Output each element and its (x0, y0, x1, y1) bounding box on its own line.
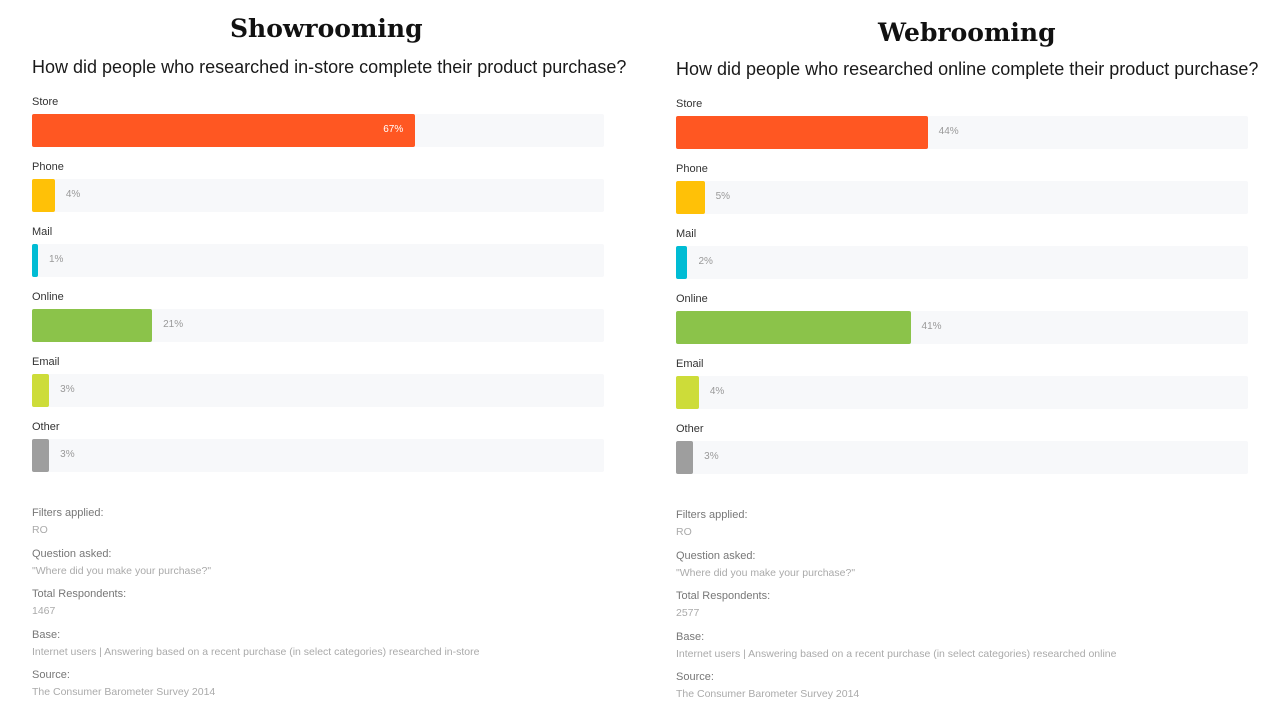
bar (32, 439, 50, 472)
bar-value-label: 41% (921, 321, 942, 332)
bar-value-label: 3% (60, 449, 75, 460)
bar-row: Email 3% (32, 356, 604, 416)
bar-value-label: 3% (60, 384, 75, 395)
bar-category-label: Mail (32, 226, 53, 238)
bar-category-label: Email (676, 358, 704, 370)
bar-category-label: Online (676, 293, 708, 305)
bar-row: Mail 2% (676, 228, 1248, 288)
meta-label: Base: (32, 628, 61, 641)
bar-row: Other 3% (32, 421, 604, 481)
bar-value-label: 3% (704, 451, 719, 462)
meta-label: Question asked: (32, 547, 112, 560)
bar-value-label: 2% (698, 256, 713, 267)
bar-row: Phone 4% (32, 161, 604, 221)
bar (676, 116, 928, 149)
meta-item: Total Respondents: 1467 (32, 586, 632, 627)
meta-label: Base: (676, 630, 705, 643)
meta-label: Source: (32, 669, 70, 682)
bar-track: 1% (32, 244, 604, 277)
bar-row: Online 21% (32, 291, 604, 351)
meta-value: "Where did you make your purchase?" (676, 566, 856, 579)
meta-label: Filters applied: (676, 509, 748, 521)
meta-value: Internet users | Answering based on a re… (676, 647, 1117, 660)
meta-value: The Consumer Barometer Survey 2014 (676, 688, 860, 701)
bar-value-label: 21% (163, 319, 184, 330)
bar-category-label: Other (32, 421, 60, 433)
bar-track: 2% (676, 246, 1248, 279)
bar-row: Store 44% (676, 98, 1248, 158)
bar (32, 244, 38, 277)
meta-item: Filters applied: RO (32, 505, 632, 546)
meta-label: Total Respondents: (32, 588, 127, 601)
bar-row: Online 41% (676, 293, 1248, 353)
bar (32, 179, 55, 212)
meta-item: Filters applied: RO (676, 507, 1276, 548)
bar-category-label: Email (32, 356, 60, 368)
bar-value-label: 1% (49, 254, 64, 265)
panel-title: Showrooming (230, 14, 423, 43)
meta-value: "Where did you make your purchase?" (32, 564, 212, 577)
meta-value: The Consumer Barometer Survey 2014 (32, 686, 216, 699)
meta-item: Question asked: "Where did you make your … (32, 546, 632, 587)
meta-label: Source: (676, 671, 714, 684)
meta-item: Base: Internet users | Answering based on… (676, 629, 1276, 670)
bar-row: Store 67% (32, 96, 604, 156)
meta-item: Question asked: "Where did you make your … (676, 548, 1276, 589)
bar-category-label: Online (32, 291, 64, 303)
bar-category-label: Phone (32, 161, 64, 173)
bar-row: Phone 5% (676, 163, 1248, 223)
chart-metadata: Filters applied: RO Question asked: "Where … (676, 507, 1276, 710)
bar-track: 21% (32, 309, 604, 342)
bar-row: Other 3% (676, 423, 1248, 483)
meta-label: Total Respondents: (676, 590, 771, 603)
bar-category-label: Other (676, 423, 704, 435)
bar-track: 4% (676, 376, 1248, 409)
chart-metadata: Filters applied: RO Question asked: "Where … (32, 505, 632, 708)
meta-label: Filters applied: (32, 507, 104, 519)
panel-title: Webrooming (878, 18, 1056, 47)
bar-value-label: 44% (938, 126, 959, 137)
bar (676, 246, 688, 279)
bar-track: 67% (32, 114, 604, 147)
meta-value: RO (32, 524, 48, 536)
meta-value: Internet users | Answering based on a re… (32, 645, 480, 658)
bar-value-label: 4% (65, 189, 81, 200)
bar-track: 5% (676, 181, 1248, 214)
bar (32, 374, 50, 407)
bar-row: Email 4% (676, 358, 1248, 418)
meta-label: Question asked: (676, 549, 756, 562)
meta-item: Total Respondents: 2577 (676, 588, 1276, 629)
bar (32, 114, 416, 147)
meta-value: RO (676, 526, 692, 538)
bar-track: 44% (676, 116, 1248, 149)
bar-value-label: 67% (383, 124, 404, 135)
bar-row: Mail 1% (32, 226, 604, 286)
bar-value-label: 5% (715, 191, 731, 202)
bar-value-label: 4% (709, 386, 725, 397)
bar-track: 4% (32, 179, 604, 212)
meta-value: 1467 (32, 605, 56, 618)
bar-category-label: Mail (676, 228, 697, 240)
bar-category-label: Store (32, 96, 59, 108)
bar-track: 3% (32, 439, 604, 472)
bar-track: 41% (676, 311, 1248, 344)
bar-track: 3% (676, 441, 1248, 474)
bar-category-label: Phone (676, 163, 708, 175)
bar (32, 309, 153, 342)
bar (676, 181, 705, 214)
chart-question: How did people who researched online com… (676, 59, 1259, 79)
bar (676, 311, 911, 344)
meta-item: Base: Internet users | Answering based on… (32, 627, 632, 668)
chart-question: How did people who researched in-store c… (32, 57, 627, 77)
meta-value: 2577 (676, 607, 700, 620)
bar (676, 376, 699, 409)
bar-category-label: Store (676, 98, 703, 110)
meta-item: Source: The Consumer Barometer Survey 201… (32, 667, 632, 708)
bar-track: 3% (32, 374, 604, 407)
meta-item: Source: The Consumer Barometer Survey 201… (676, 669, 1276, 710)
bar (676, 441, 694, 474)
